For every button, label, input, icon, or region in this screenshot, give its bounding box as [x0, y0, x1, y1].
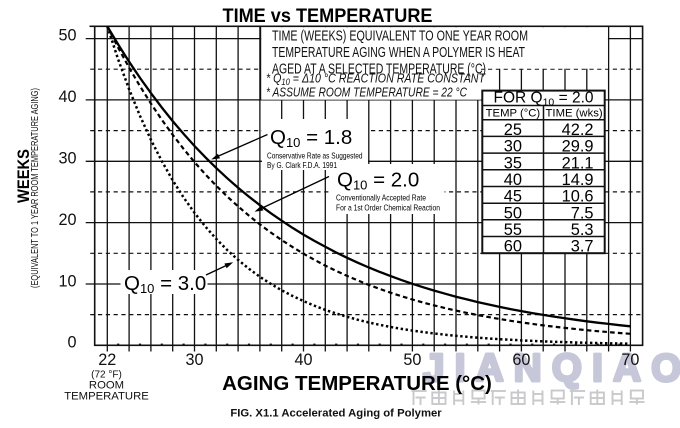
- svg-text:* ASSUME ROOM TEMPERATURE = 22: * ASSUME ROOM TEMPERATURE = 22 °C: [266, 86, 468, 100]
- svg-text:22: 22: [98, 351, 116, 369]
- svg-text:TIME (WEEKS) EQUIVALENT TO ONE: TIME (WEEKS) EQUIVALENT TO ONE YEAR ROOM: [272, 28, 528, 45]
- svg-text:60: 60: [512, 351, 530, 369]
- svg-text:10: 10: [58, 273, 76, 291]
- svg-text:5.3: 5.3: [571, 221, 594, 239]
- svg-text:25: 25: [504, 121, 522, 139]
- svg-text:Q10 = 2.0: Q10 = 2.0: [337, 169, 419, 193]
- svg-text:7.5: 7.5: [571, 204, 594, 222]
- svg-text:50: 50: [504, 204, 522, 222]
- svg-text:AGED AT A SELECTED TEMPERATURE: AGED AT A SELECTED TEMPERATURE (°C): [272, 61, 486, 78]
- svg-text:TEMP (°C): TEMP (°C): [486, 107, 541, 119]
- svg-text:14.9: 14.9: [562, 171, 594, 189]
- svg-text:* Q10 = Δ10 °C REACTION RATE C: * Q10 = Δ10 °C REACTION RATE CONSTANT: [266, 72, 486, 88]
- svg-text:10.6: 10.6: [562, 188, 594, 206]
- svg-text:For a 1st Order Chemical React: For a 1st Order Chemical Reaction: [336, 203, 440, 213]
- svg-text:60: 60: [504, 238, 522, 256]
- svg-text:50: 50: [58, 27, 76, 45]
- svg-text:WEEKS: WEEKS: [15, 149, 33, 203]
- svg-text:30: 30: [504, 138, 522, 156]
- svg-text:40: 40: [294, 351, 312, 369]
- svg-text:30: 30: [185, 351, 203, 369]
- svg-text:30: 30: [58, 150, 76, 168]
- svg-text:42.2: 42.2: [562, 121, 594, 139]
- svg-text:35: 35: [504, 154, 522, 172]
- svg-text:Q10 = 1.8: Q10 = 1.8: [270, 126, 352, 150]
- svg-text:ROOM: ROOM: [89, 380, 124, 392]
- svg-text:21.1: 21.1: [562, 154, 594, 172]
- svg-text:70: 70: [621, 351, 639, 369]
- svg-text:TIME (wks): TIME (wks): [546, 107, 603, 119]
- svg-text:40: 40: [504, 171, 522, 189]
- svg-text:Conventionally Accepted Rate: Conventionally Accepted Rate: [336, 193, 426, 203]
- svg-text:45: 45: [504, 188, 522, 206]
- svg-text:FIG. X1.1 Accelerated Aging of: FIG. X1.1 Accelerated Aging of Polymer: [230, 408, 442, 420]
- svg-text:(EQUIVALENT TO 1 YEAR ROOM TEM: (EQUIVALENT TO 1 YEAR ROOM TEMPERATURE A…: [30, 88, 41, 288]
- svg-text:40: 40: [58, 88, 76, 106]
- svg-text:Conservative Rate as Suggested: Conservative Rate as Suggested: [267, 151, 363, 161]
- svg-text:29.9: 29.9: [562, 138, 594, 156]
- svg-text:AGING TEMPERATURE (°C): AGING TEMPERATURE (°C): [222, 372, 492, 395]
- svg-text:3.7: 3.7: [571, 238, 594, 256]
- svg-text:(72 °F): (72 °F): [91, 370, 122, 381]
- svg-text:TEMPERATURE AGING WHEN A POLYM: TEMPERATURE AGING WHEN A POLYMER IS HEAT: [272, 44, 525, 61]
- svg-text:0: 0: [67, 334, 76, 352]
- svg-text:TEMPERATURE: TEMPERATURE: [64, 391, 149, 403]
- svg-text:50: 50: [403, 351, 421, 369]
- svg-text:Q10 = 3.0: Q10 = 3.0: [124, 272, 206, 296]
- svg-text:JIANQIAO: JIANQIAO: [423, 347, 680, 390]
- svg-text:By G. Clark F.D.A. 1991: By G. Clark F.D.A. 1991: [267, 160, 337, 170]
- svg-text:20: 20: [58, 211, 76, 229]
- svg-text:TIME vs TEMPERATURE: TIME vs TEMPERATURE: [223, 5, 433, 27]
- svg-text:FOR Q10 = 2.0: FOR Q10 = 2.0: [494, 90, 594, 109]
- svg-text:55: 55: [504, 221, 522, 239]
